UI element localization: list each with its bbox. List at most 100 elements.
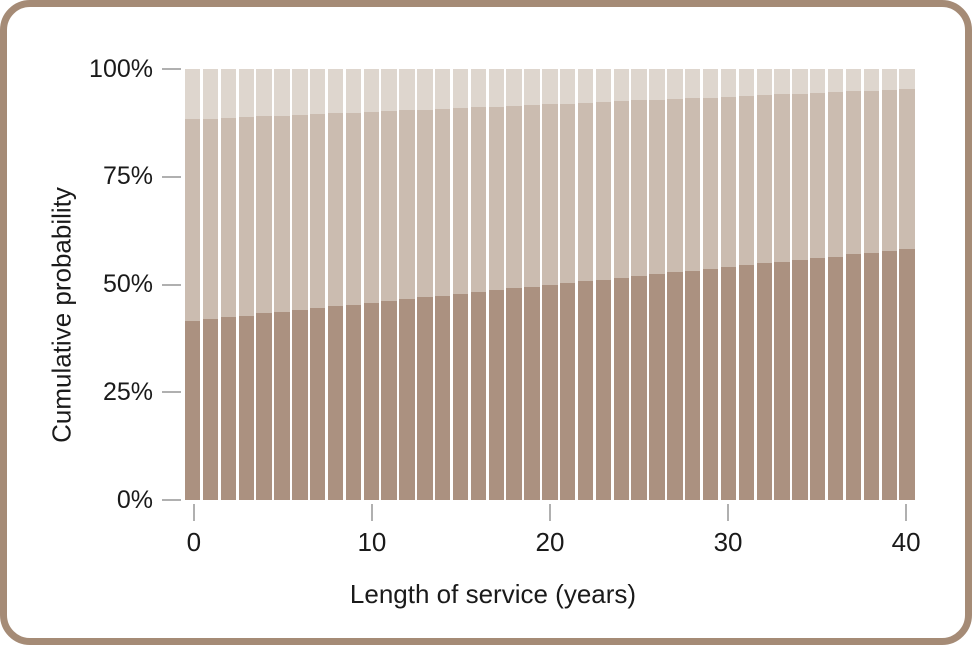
bar-segment-middle-segment xyxy=(631,100,647,276)
bar-segment-top-segment xyxy=(827,69,844,93)
bar-segment-top-segment xyxy=(595,69,612,103)
bar-segment-middle-segment xyxy=(613,101,629,278)
bar-segment-middle-segment xyxy=(685,98,701,271)
bar-segment-top-segment xyxy=(649,69,665,100)
bar-segment-middle-segment xyxy=(256,116,272,314)
bar xyxy=(238,69,254,500)
y-tick-label: 50% xyxy=(102,270,153,298)
bar xyxy=(185,69,201,500)
y-axis-title: Cumulative probability xyxy=(46,187,77,443)
bar-segment-middle-segment xyxy=(881,90,897,251)
bar xyxy=(363,69,379,500)
bar-segment-middle-segment xyxy=(399,110,415,300)
bar xyxy=(631,69,647,500)
bar-segment-bottom-segment xyxy=(238,315,254,500)
bar-segment-middle-segment xyxy=(667,99,683,273)
bar-segment-middle-segment xyxy=(899,89,915,250)
bar-segment-middle-segment xyxy=(238,117,254,316)
x-axis-title: Length of service (years) xyxy=(349,579,637,609)
bar-segment-bottom-segment xyxy=(720,266,737,500)
bar-segment-middle-segment xyxy=(524,105,540,287)
bar xyxy=(417,69,433,500)
bar-segment-top-segment xyxy=(774,69,790,95)
x-axis-tick xyxy=(192,504,195,521)
bar-segment-top-segment xyxy=(863,69,880,91)
x-tick-label: 30 xyxy=(713,527,743,557)
bar xyxy=(667,69,683,500)
bar-segment-middle-segment xyxy=(435,109,451,296)
bar-segment-top-segment xyxy=(274,69,290,116)
bar-segment-bottom-segment xyxy=(256,313,272,500)
bar-segment-top-segment xyxy=(506,69,522,106)
x-axis-tick xyxy=(370,504,373,521)
bar-segment-top-segment xyxy=(577,69,594,104)
bar-segment-top-segment xyxy=(381,69,397,111)
bar-segment-bottom-segment xyxy=(774,261,790,500)
bar xyxy=(702,69,719,500)
bar-segment-top-segment xyxy=(292,69,308,115)
bar-segment-top-segment xyxy=(756,69,772,96)
bar-segment-top-segment xyxy=(488,69,504,107)
bar-segment-bottom-segment xyxy=(756,263,772,500)
bar xyxy=(845,69,862,500)
bar-segment-middle-segment xyxy=(863,90,880,253)
bar-segment-top-segment xyxy=(345,69,362,113)
bar-segment-bottom-segment xyxy=(685,270,701,500)
y-tick-label: 100% xyxy=(89,54,153,83)
bar-segment-top-segment xyxy=(327,69,344,114)
bar xyxy=(685,69,701,500)
bar xyxy=(470,69,487,500)
bar-segment-bottom-segment xyxy=(399,299,415,500)
bar xyxy=(542,69,558,500)
bar xyxy=(220,69,237,500)
bar-segment-middle-segment xyxy=(702,97,719,269)
bar-segment-bottom-segment xyxy=(881,250,897,500)
bar-segment-top-segment xyxy=(738,69,754,96)
bar-segment-top-segment xyxy=(810,69,826,94)
y-axis-tick xyxy=(162,68,181,70)
bar xyxy=(863,69,880,500)
bar-segment-middle-segment xyxy=(649,99,665,275)
bar-segment-bottom-segment xyxy=(292,309,308,500)
y-axis-tick xyxy=(162,283,181,286)
bar-segment-bottom-segment xyxy=(542,284,558,500)
bar xyxy=(613,69,629,500)
bar-segment-top-segment xyxy=(202,69,219,119)
bar-segment-top-segment xyxy=(256,69,272,117)
bar-segment-bottom-segment xyxy=(845,254,862,500)
bar-segment-middle-segment xyxy=(381,110,397,301)
bar xyxy=(506,69,522,500)
bar-segment-bottom-segment xyxy=(220,317,237,500)
bar-segment-middle-segment xyxy=(470,107,487,293)
bar xyxy=(577,69,594,500)
bar-segment-top-segment xyxy=(667,69,683,100)
bar xyxy=(738,69,754,500)
plot-area xyxy=(185,69,915,500)
bar xyxy=(827,69,844,500)
bar-segment-middle-segment xyxy=(720,96,737,267)
y-tick-label: 0% xyxy=(116,485,153,514)
bar-segment-bottom-segment xyxy=(363,302,379,500)
bar-segment-bottom-segment xyxy=(417,297,433,500)
bar-segment-top-segment xyxy=(720,69,737,97)
stacked-bars xyxy=(185,69,915,500)
bar-segment-middle-segment xyxy=(274,115,290,312)
bar-segment-middle-segment xyxy=(327,113,344,307)
bar-segment-top-segment xyxy=(399,69,415,111)
bar xyxy=(274,69,290,500)
bar xyxy=(810,69,826,500)
bar-segment-bottom-segment xyxy=(435,295,451,500)
bar-segment-bottom-segment xyxy=(327,306,344,500)
y-axis-tick xyxy=(162,175,181,178)
bar-segment-top-segment xyxy=(238,69,254,118)
bar xyxy=(256,69,272,500)
bar xyxy=(560,69,576,500)
bar-segment-top-segment xyxy=(417,69,433,110)
bar-segment-middle-segment xyxy=(310,114,326,309)
bar-segment-top-segment xyxy=(310,69,326,115)
bar-segment-middle-segment xyxy=(417,109,433,298)
bar-segment-bottom-segment xyxy=(506,288,522,500)
y-axis-tick xyxy=(162,499,181,501)
bar-segment-middle-segment xyxy=(845,91,862,255)
